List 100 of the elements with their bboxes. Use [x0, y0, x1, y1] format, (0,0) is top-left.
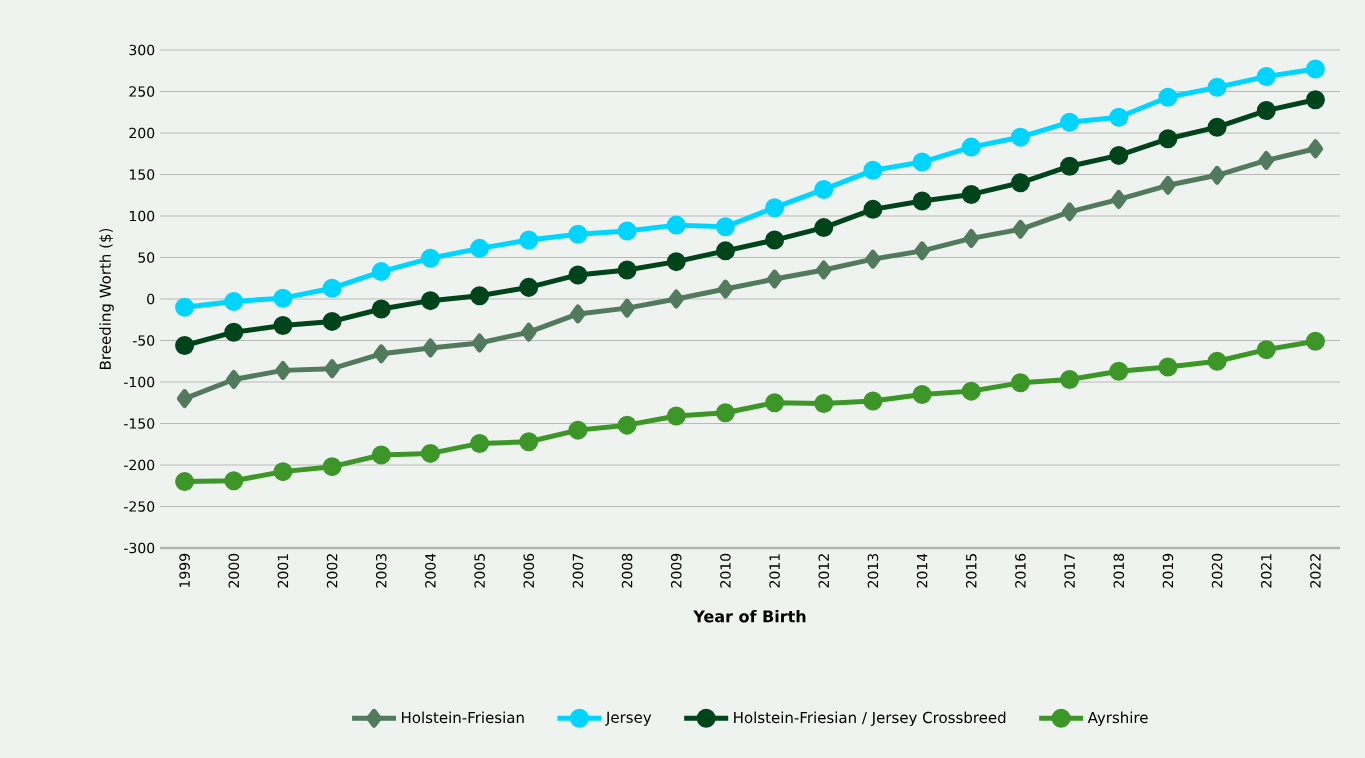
point: [619, 298, 635, 318]
point: [322, 457, 342, 477]
x-tick-label: 2011: [769, 554, 780, 588]
point: [961, 137, 981, 157]
x-tick-label: 2013: [867, 554, 879, 588]
point: [1305, 331, 1325, 351]
point: [224, 471, 244, 491]
x-tick-label: 2006: [523, 553, 535, 588]
point: [617, 260, 637, 280]
point: [570, 304, 586, 324]
point: [1010, 373, 1030, 393]
x-tick-label: 2003: [375, 554, 387, 588]
point: [912, 384, 932, 404]
point: [914, 241, 930, 261]
point: [420, 291, 440, 311]
point: [519, 432, 539, 452]
point: [666, 215, 686, 235]
point: [765, 198, 785, 218]
point: [766, 269, 783, 289]
point: [175, 297, 195, 317]
point: [765, 230, 785, 250]
point: [322, 311, 342, 331]
point: [1010, 173, 1030, 193]
point: [717, 279, 734, 299]
point: [1060, 112, 1080, 132]
point: [715, 403, 735, 423]
y-tick-label: -100: [124, 376, 155, 388]
point: [273, 288, 293, 308]
point: [519, 230, 539, 250]
y-tick-label: 250: [129, 86, 155, 97]
point: [470, 238, 490, 258]
point: [322, 278, 342, 298]
point: [1061, 202, 1078, 222]
point: [224, 322, 244, 342]
y-tick-label: 100: [129, 210, 155, 222]
point: [863, 391, 883, 411]
x-tick-label: 2017: [1064, 554, 1075, 588]
point: [568, 265, 588, 285]
x-tick-label: 2019: [1162, 553, 1174, 588]
x-tick-label: 2000: [228, 553, 240, 588]
x-axis-title: Year of Birth: [693, 610, 806, 623]
point: [1258, 150, 1275, 170]
point: [912, 152, 932, 172]
point: [1109, 361, 1129, 381]
x-tick-label: 2007: [572, 554, 584, 588]
point: [1305, 90, 1325, 110]
point: [814, 179, 834, 199]
x-tick-label: 2014: [916, 553, 928, 588]
point: [1060, 156, 1080, 176]
point: [715, 217, 735, 237]
y-tick-label: -300: [124, 542, 155, 554]
x-tick-label: 2021: [1260, 554, 1272, 588]
point: [1207, 117, 1227, 137]
point: [324, 359, 340, 379]
point: [521, 322, 537, 342]
point: [1207, 77, 1227, 97]
point: [1307, 139, 1324, 159]
point: [912, 191, 932, 211]
point: [373, 344, 390, 364]
x-tick-label: 2004: [425, 553, 436, 588]
point: [666, 406, 686, 426]
point: [273, 462, 293, 482]
point: [175, 472, 195, 492]
point: [617, 415, 637, 435]
legend-label: Holstein-Friesian: [402, 711, 524, 724]
point: [175, 335, 195, 355]
point: [1010, 127, 1030, 147]
point: [226, 370, 242, 390]
y-tick-label: 300: [129, 44, 155, 56]
point: [568, 420, 588, 440]
point: [668, 289, 685, 309]
point: [1109, 145, 1129, 165]
point: [371, 445, 391, 465]
point: [1305, 59, 1325, 79]
point: [371, 299, 391, 319]
point: [420, 248, 440, 268]
point: [275, 360, 291, 380]
legend-label: Ayrshire: [1087, 711, 1148, 727]
y-tick-label: 200: [129, 127, 155, 139]
point: [519, 277, 539, 297]
point: [863, 160, 883, 180]
point: [617, 221, 637, 241]
point: [666, 252, 686, 272]
legend-label: Jersey: [605, 711, 652, 726]
x-tick-label: 2022: [1310, 554, 1321, 588]
y-tick-label: 0: [147, 293, 155, 305]
point: [1207, 351, 1227, 371]
x-tick-label: 2010: [720, 553, 731, 588]
point: [1012, 219, 1029, 239]
point: [863, 199, 883, 219]
point: [470, 286, 490, 306]
y-tick-label: -250: [124, 501, 155, 512]
x-tick-label: 2001: [277, 554, 289, 588]
x-tick-label: 2008: [621, 553, 633, 588]
y-tick-label: -200: [124, 459, 155, 471]
point: [765, 393, 785, 413]
y-tick-label: -50: [132, 335, 155, 346]
point: [1111, 189, 1127, 209]
point: [1256, 67, 1276, 87]
point: [865, 249, 881, 269]
